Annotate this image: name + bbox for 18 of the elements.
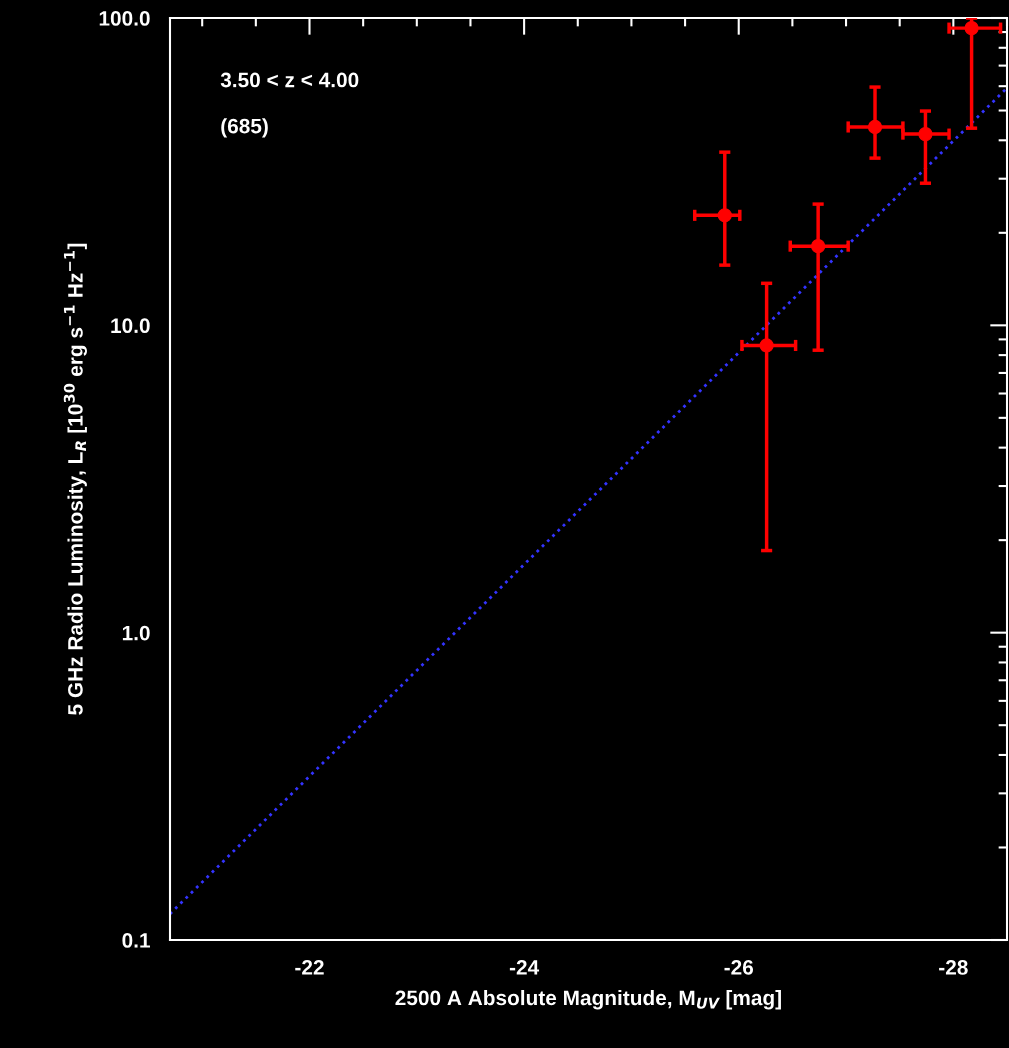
y-tick-label: 1.0 xyxy=(122,625,150,641)
annotation: (685) xyxy=(221,118,268,138)
x-tick-label: -24 xyxy=(509,959,540,975)
x-tick-label: -26 xyxy=(724,959,754,975)
x-axis-title: 2500 A Absolute Magnitude, M$_{UV}$ [mag] xyxy=(395,989,781,1010)
point xyxy=(811,239,826,254)
point xyxy=(918,126,933,142)
annotation: 3.50 < z < 4.00 xyxy=(220,72,359,88)
point xyxy=(759,338,774,353)
point xyxy=(717,208,732,223)
x-tick-label: -22 xyxy=(295,959,324,975)
text: 5 GHz Radio Luminosity, L$_{R}$ [10$^{30}$ erg s$^{−1}$ Hz$^{−1}$] xyxy=(63,243,87,715)
y-tick-label: 100.0 xyxy=(99,11,150,26)
x-tick-label: -28 xyxy=(939,959,968,975)
y-tick-label: 0.1 xyxy=(122,933,150,948)
point xyxy=(964,21,979,36)
y-tick-label: 10.0 xyxy=(111,318,150,334)
point xyxy=(867,119,883,135)
